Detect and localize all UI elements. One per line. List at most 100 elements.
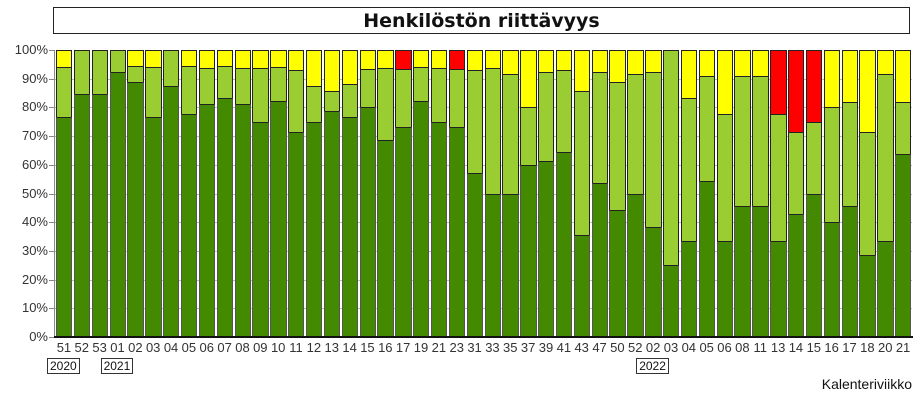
x-tick-label: 37 — [520, 340, 536, 355]
bar-segment-yellow — [698, 50, 716, 77]
bar-segment-red — [788, 50, 805, 133]
bar-segment-dark — [145, 117, 162, 337]
bar-segment-red — [805, 50, 823, 122]
bar-segment-light — [555, 70, 573, 153]
bar-segment-dark — [323, 111, 341, 337]
bar-segment-dark — [752, 206, 769, 337]
bar-segment-light — [56, 66, 73, 118]
bar-week-09 — [252, 50, 269, 337]
bar-week-05 — [180, 50, 198, 337]
bar-segment-dark — [198, 103, 216, 337]
bar-segment-dark — [895, 154, 912, 337]
bar-segment-light — [734, 76, 751, 207]
bar-week-06 — [716, 50, 733, 337]
x-tick-label: 05 — [699, 340, 714, 355]
bar-segment-yellow — [466, 50, 483, 71]
x-tick-label: 16 — [378, 340, 393, 355]
bar-segment-light — [180, 66, 198, 114]
bar-segment-light — [591, 72, 608, 183]
x-tick-label: 13 — [770, 340, 786, 355]
bar-segment-light — [770, 113, 787, 242]
bar-segment-dark — [538, 160, 555, 337]
bar-week-20 — [877, 50, 894, 337]
bar-segment-dark — [252, 121, 269, 337]
bar-week-19 — [413, 50, 430, 337]
y-tick-label: 60% — [21, 156, 48, 172]
bar-week-52 — [627, 50, 644, 337]
bar-week-43 — [573, 50, 591, 337]
bar-segment-light — [663, 50, 680, 266]
bar-week-06 — [198, 50, 216, 337]
bar-segment-light — [752, 76, 769, 207]
bar-segment-light — [538, 72, 555, 161]
bar-segment-dark — [109, 72, 126, 337]
bar-segment-yellow — [627, 50, 644, 74]
bar-segment-dark — [73, 94, 91, 337]
y-tick-mark — [49, 308, 54, 310]
year-marker: 2022 — [636, 358, 669, 374]
y-tick-label: 70% — [21, 128, 48, 144]
x-tick-label: 39 — [538, 340, 554, 355]
bar-segment-light — [413, 66, 430, 101]
x-tick-label: 33 — [485, 340, 500, 355]
bar-segment-dark — [859, 254, 876, 337]
bar-segment-light — [466, 70, 483, 174]
bar-week-33 — [484, 50, 501, 337]
gridline — [55, 222, 912, 224]
x-tick-label: 20 — [877, 340, 893, 355]
bar-segment-light — [823, 107, 841, 223]
gridline — [55, 164, 912, 166]
bar-segment-yellow — [823, 50, 841, 108]
bar-segment-dark — [609, 209, 626, 337]
bar-week-41 — [555, 50, 573, 337]
bar-segment-dark — [520, 164, 537, 337]
x-tick-label: 03 — [663, 340, 679, 355]
bar-week-07 — [216, 50, 234, 337]
x-tick-label: 03 — [145, 340, 161, 355]
bar-week-12 — [305, 50, 323, 337]
x-tick-label: 02 — [128, 340, 143, 355]
bar-segment-dark — [502, 193, 519, 337]
bar-segment-light — [234, 67, 251, 104]
x-tick-label: 11 — [289, 340, 303, 355]
bar-week-47 — [591, 50, 608, 337]
bar-segment-dark — [448, 126, 466, 337]
bar-week-05 — [698, 50, 716, 337]
bar-segment-red — [395, 50, 412, 70]
x-tick-label: 19 — [413, 340, 429, 355]
bar-segment-dark — [127, 81, 144, 337]
bar-segment-light — [698, 76, 716, 181]
bar-segment-yellow — [56, 50, 73, 67]
bar-week-10 — [270, 50, 287, 337]
bar-segment-light — [448, 69, 466, 127]
y-tick-label: 100% — [14, 42, 48, 57]
gridline — [55, 193, 912, 195]
bar-segment-dark — [484, 193, 501, 337]
bar-segment-dark — [698, 180, 716, 337]
bar-segment-yellow — [502, 50, 519, 74]
bar-segment-yellow — [234, 50, 251, 68]
x-tick-label: 01 — [110, 340, 125, 355]
bar-segment-dark — [395, 126, 412, 337]
bar-segment-light — [502, 73, 519, 194]
bar-segment-dark — [270, 100, 287, 337]
bar-week-02 — [127, 50, 144, 337]
x-tick-label: 52 — [628, 340, 643, 355]
bar-segment-dark — [359, 107, 376, 337]
bar-week-02 — [645, 50, 662, 337]
bar-segment-yellow — [252, 50, 269, 68]
bar-segment-dark — [430, 121, 448, 337]
bar-segment-dark — [555, 152, 573, 337]
x-tick-label: 04 — [681, 340, 697, 355]
bar-week-39 — [538, 50, 555, 337]
x-tick-label: 43 — [574, 340, 589, 355]
bar-week-08 — [734, 50, 751, 337]
bar-segment-dark — [645, 226, 662, 337]
bar-segment-yellow — [645, 50, 662, 73]
x-tick-label: 18 — [860, 340, 875, 355]
x-tick-label: 15 — [360, 340, 375, 355]
bar-week-16 — [823, 50, 841, 337]
x-tick-label: 06 — [199, 340, 214, 355]
bar-segment-yellow — [877, 50, 894, 74]
x-tick-label: 52 — [74, 340, 90, 355]
